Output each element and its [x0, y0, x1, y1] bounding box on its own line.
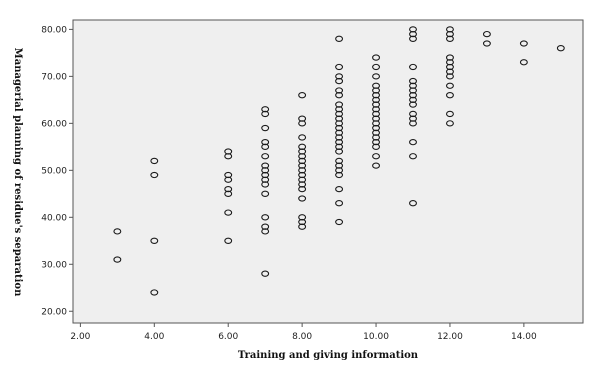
data-point	[335, 63, 344, 71]
data-point	[482, 40, 491, 47]
data-point	[261, 153, 270, 160]
data-point	[224, 190, 233, 197]
y-axis: 20.00 30.00 40.00 50.00 60.00 70.00 80.00	[41, 25, 73, 317]
data-point	[446, 92, 454, 99]
data-point	[261, 124, 270, 132]
data-point	[335, 218, 344, 226]
y-tick-label: 30.00	[41, 260, 67, 270]
data-point	[335, 200, 344, 207]
data-point	[335, 185, 344, 193]
data-point	[298, 223, 307, 230]
data-point	[298, 120, 307, 127]
data-point	[556, 45, 565, 52]
x-tick-label: 4.00	[144, 332, 164, 342]
data-point	[482, 30, 491, 38]
data-point	[224, 237, 233, 244]
data-point	[335, 35, 344, 42]
data-point	[409, 138, 417, 146]
x-tick-label: 2.00	[70, 332, 90, 342]
data-point	[261, 143, 270, 150]
data-point	[372, 54, 380, 61]
data-point	[298, 92, 307, 99]
data-point	[150, 237, 159, 244]
data-point	[372, 162, 380, 169]
data-point	[335, 77, 344, 85]
data-point	[409, 35, 417, 42]
data-point	[261, 214, 270, 221]
x-tick-label: 10.00	[363, 332, 389, 342]
data-point	[409, 120, 417, 127]
y-tick-label: 20.00	[41, 307, 67, 317]
y-tick-label: 80.00	[41, 25, 67, 35]
y-tick-label: 60.00	[41, 119, 67, 129]
data-point	[409, 153, 417, 160]
data-point	[446, 73, 454, 80]
data-point	[224, 153, 233, 160]
data-point	[113, 228, 122, 235]
data-point	[372, 63, 380, 71]
data-point	[150, 171, 159, 179]
plot-area	[72, 19, 584, 324]
data-point	[261, 110, 270, 118]
x-tick-label: 6.00	[218, 332, 238, 342]
data-point	[335, 148, 344, 155]
data-point	[519, 40, 528, 47]
x-axis: 2.00 4.00 6.00 8.00 10.00 12.00 14.00	[70, 323, 537, 342]
data-point	[261, 228, 270, 235]
data-point	[261, 181, 270, 188]
data-point	[409, 63, 417, 71]
x-axis-title: Training and giving information	[238, 350, 419, 361]
data-point	[446, 82, 454, 89]
data-point	[224, 209, 233, 216]
data-point	[224, 176, 233, 183]
data-point	[298, 185, 307, 193]
data-point	[446, 110, 454, 118]
y-tick-label: 70.00	[41, 72, 67, 82]
data-point	[298, 134, 307, 141]
data-point	[519, 59, 528, 66]
data-point	[335, 92, 344, 99]
data-point	[372, 73, 380, 80]
data-point	[446, 120, 454, 127]
data-point	[150, 289, 159, 296]
x-tick-label: 14.00	[511, 332, 537, 342]
x-tick-label: 8.00	[292, 332, 312, 342]
y-axis-title: Managerial planning of residue's separat…	[12, 48, 23, 297]
data-point	[446, 35, 454, 42]
data-point	[261, 190, 270, 197]
data-point	[150, 157, 159, 165]
data-points	[113, 26, 565, 296]
data-point	[298, 195, 307, 202]
data-point	[335, 171, 344, 179]
data-point	[261, 270, 270, 277]
data-point	[372, 153, 380, 160]
y-tick-label: 40.00	[41, 213, 67, 223]
data-point	[409, 200, 417, 207]
data-point	[113, 256, 122, 263]
x-tick-label: 12.00	[437, 332, 463, 342]
y-tick-label: 50.00	[41, 166, 67, 176]
data-point	[409, 101, 417, 108]
data-point	[372, 143, 380, 150]
